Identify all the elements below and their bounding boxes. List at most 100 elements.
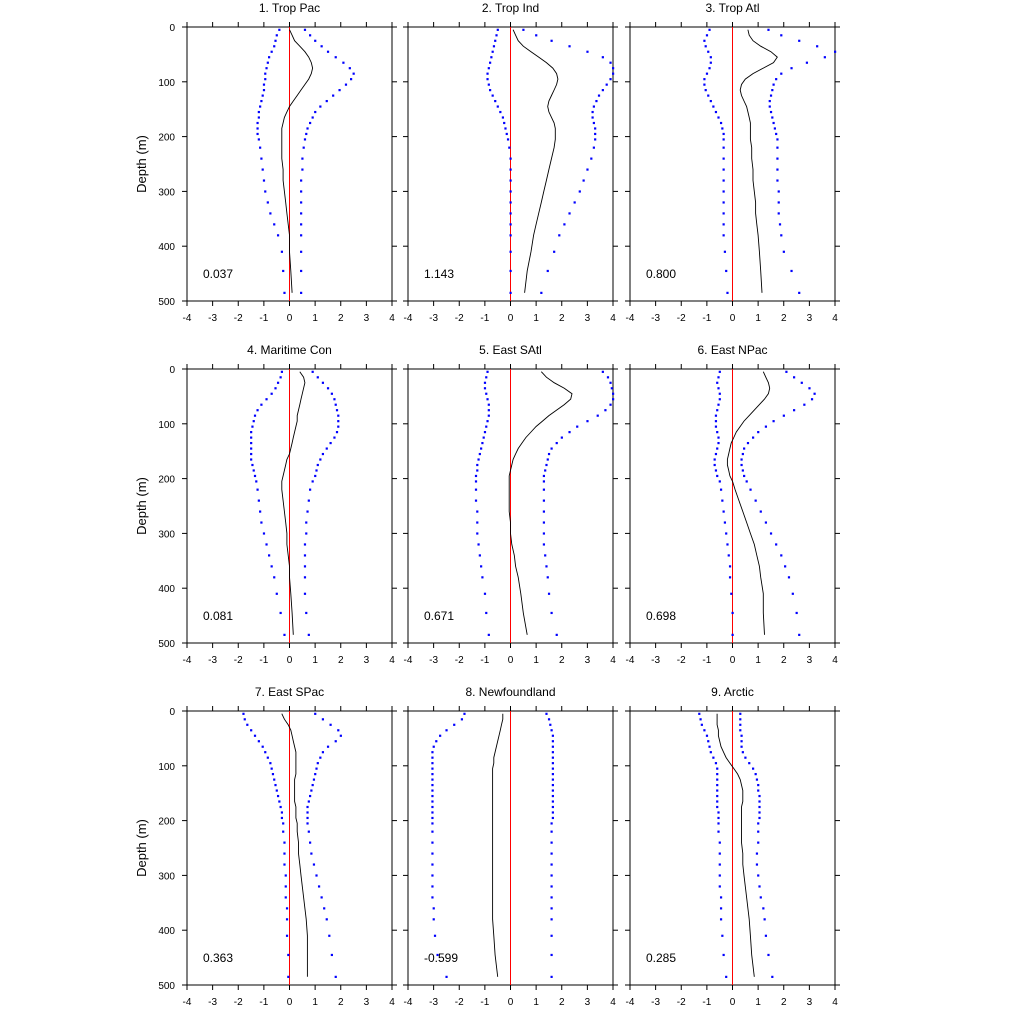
- x-tick-label: 3: [364, 655, 370, 666]
- lower-bound-point: [717, 436, 720, 439]
- lower-bound-point: [718, 852, 721, 855]
- x-tick-label: -4: [183, 655, 192, 666]
- lower-bound-point: [460, 718, 464, 721]
- upper-bound-point: [550, 852, 553, 855]
- lower-bound-point: [700, 723, 703, 726]
- lower-bound-point: [705, 34, 709, 37]
- upper-bound-point: [810, 398, 814, 401]
- x-tick-label: -2: [455, 313, 464, 324]
- upper-bound-point: [568, 431, 571, 434]
- lower-bound-point: [716, 474, 719, 478]
- upper-bound-point: [787, 576, 791, 579]
- lower-bound-point: [431, 800, 434, 803]
- upper-bound-point: [776, 179, 779, 182]
- lower-bound-point: [274, 387, 277, 390]
- lower-bound-point: [262, 179, 266, 182]
- lower-bound-point: [265, 398, 268, 401]
- lower-bound-point: [257, 138, 260, 141]
- upper-bound-point: [333, 436, 336, 439]
- upper-bound-point: [612, 72, 615, 75]
- lower-bound-point: [726, 291, 729, 294]
- upper-bound-point: [309, 488, 312, 491]
- upper-bound-point: [550, 39, 553, 42]
- upper-bound-point: [551, 756, 554, 759]
- upper-bound-point: [338, 89, 341, 92]
- upper-bound-point: [758, 811, 761, 814]
- upper-bound-point: [300, 269, 303, 273]
- upper-bound-point: [743, 474, 746, 478]
- upper-bound-point: [317, 885, 321, 888]
- upper-bound-point: [544, 554, 547, 557]
- lower-bound-point: [719, 488, 723, 491]
- lower-bound-point: [703, 78, 706, 81]
- y-tick-label: 500: [158, 981, 175, 992]
- lower-bound-point: [260, 521, 263, 524]
- lower-bound-point: [276, 794, 280, 798]
- lower-bound-point: [718, 841, 721, 844]
- y-axis-label: Depth (m): [134, 819, 149, 877]
- panel-value: 0.081: [203, 609, 233, 623]
- lower-bound-point: [476, 469, 479, 472]
- upper-bound-point: [551, 783, 554, 787]
- upper-bound-point: [592, 105, 595, 108]
- upper-bound-point: [314, 712, 317, 715]
- lower-bound-point: [273, 778, 276, 781]
- upper-bound-point: [300, 201, 303, 204]
- lower-bound-point: [445, 975, 448, 978]
- upper-bound-point: [609, 381, 612, 384]
- upper-bound-point: [793, 409, 796, 412]
- x-tick-label: 3: [585, 313, 591, 324]
- lower-bound-point: [269, 212, 272, 215]
- lower-bound-point: [287, 975, 290, 978]
- lower-bound-point: [716, 783, 719, 787]
- upper-bound-point: [352, 72, 355, 75]
- upper-bound-point: [752, 767, 755, 770]
- upper-bound-point: [776, 157, 779, 160]
- x-tick-label: 1: [755, 313, 761, 324]
- upper-bound-point: [586, 168, 589, 171]
- lower-bound-point: [432, 918, 435, 921]
- lower-bound-point: [266, 61, 269, 64]
- lower-bound-point: [492, 45, 496, 48]
- upper-bound-point: [312, 778, 316, 781]
- lower-bound-point: [283, 841, 286, 844]
- upper-bound-point: [542, 480, 546, 483]
- x-tick-label: 4: [389, 313, 395, 324]
- x-tick-label: -3: [651, 655, 660, 666]
- upper-bound-point: [582, 179, 585, 182]
- upper-bound-point: [775, 78, 778, 81]
- upper-bound-point: [805, 61, 809, 64]
- upper-bound-point: [300, 250, 303, 253]
- lower-bound-point: [284, 885, 287, 888]
- x-tick-label: 3: [585, 655, 591, 666]
- profile-line: [716, 713, 755, 977]
- lower-bound-point: [285, 918, 289, 921]
- lower-bound-point: [246, 723, 249, 726]
- upper-bound-point: [755, 778, 759, 781]
- x-tick-label: -1: [702, 997, 711, 1008]
- lower-bound-point: [476, 532, 479, 535]
- upper-bound-point: [300, 234, 303, 237]
- x-tick-label: -1: [480, 997, 489, 1008]
- panel-value: 0.363: [203, 951, 233, 965]
- panel-8: 8. Newfoundland -4 -3 -2 -1 0 1 2 3 4 -0.599: [403, 685, 618, 1008]
- upper-bound-point: [612, 392, 615, 395]
- upper-bound-point: [342, 61, 345, 64]
- panel-3: 3. Trop Atl -4 -3 -2 -1 0 1 2 3 4 0.800: [625, 1, 840, 324]
- x-tick-label: 3: [807, 313, 813, 324]
- lower-bound-point: [716, 778, 719, 781]
- profile-line: [512, 29, 559, 293]
- upper-bound-point: [775, 132, 778, 136]
- lower-bound-point: [266, 201, 269, 204]
- upper-bound-point: [740, 740, 743, 743]
- upper-bound-point: [319, 105, 322, 108]
- upper-bound-point: [344, 83, 348, 86]
- y-tick-label: 300: [158, 187, 175, 198]
- lower-bound-point: [731, 633, 734, 636]
- upper-bound-point: [816, 45, 819, 48]
- upper-bound-point: [320, 896, 323, 899]
- upper-bound-point: [764, 934, 768, 937]
- upper-bound-point: [542, 543, 546, 546]
- upper-bound-point: [314, 110, 317, 114]
- upper-bound-point: [303, 565, 307, 568]
